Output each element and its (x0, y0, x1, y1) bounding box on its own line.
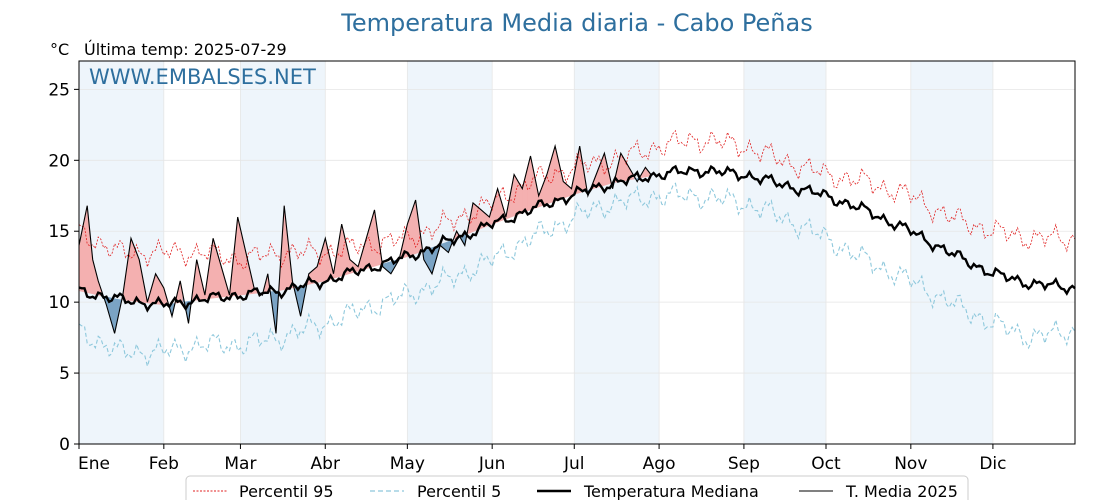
y-tick-label: 15 (48, 222, 70, 242)
fill-above-median (133, 245, 137, 302)
x-tick-label: Feb (149, 454, 179, 474)
month-band (79, 61, 164, 444)
month-band (574, 61, 660, 444)
y-tick-label: 20 (48, 151, 70, 171)
y-tick-label: 10 (48, 293, 70, 313)
x-tick-label: Ago (643, 454, 676, 474)
series-line-percentil-95 (78, 129, 1076, 270)
x-tick-label: Abr (311, 454, 340, 474)
plot-frame (78, 60, 1076, 445)
month-band (407, 61, 493, 444)
legend: Percentil 95 Percentil 5 Temperatura Med… (185, 475, 969, 500)
x-tick-label: Jun (478, 454, 506, 474)
y-tick-label: 5 (59, 364, 70, 384)
series-lines (78, 129, 1076, 369)
legend-label-p5: Percentil 5 (417, 482, 501, 500)
x-tick-label: Jul (563, 454, 585, 474)
series-line-t-media-2025 (78, 143, 652, 334)
month-band (743, 61, 826, 444)
x-axis: Ene Feb Mar Abr May Jun Jul Ago Sep Oct Nov Dic (78, 444, 1006, 474)
x-tick-label: Mar (224, 454, 256, 474)
legend-box (185, 475, 969, 500)
fill-above-median (472, 202, 477, 233)
legend-label-p95: Percentil 95 (239, 482, 334, 500)
fill-above-median (516, 178, 520, 216)
y-tick-label: 25 (48, 80, 70, 100)
x-tick-label: Dic (979, 454, 1006, 474)
series-line-temperatura-mediana (78, 164, 1076, 313)
fill-above-median (130, 238, 134, 302)
y-tick-label: 0 (59, 435, 70, 455)
x-tick-label: Ene (78, 454, 110, 474)
y-axis: 0 5 10 15 20 25 (48, 80, 79, 455)
x-tick-label: Sep (728, 454, 760, 474)
legend-label-median: Temperatura Mediana (583, 482, 759, 500)
watermark: WWW.EMBALSES.NET (89, 65, 316, 89)
chart-title: Temperatura Media diaria - Cabo Peñas (340, 9, 812, 37)
last-temp-label: Última temp: 2025-07-29 (84, 40, 287, 59)
x-tick-label: May (390, 454, 425, 474)
legend-label-current: T. Media 2025 (845, 482, 958, 500)
unit-label: °C (50, 40, 69, 59)
x-tick-label: Oct (811, 454, 841, 474)
series-line-percentil-5 (78, 182, 1076, 369)
x-tick-label: Nov (894, 454, 927, 474)
